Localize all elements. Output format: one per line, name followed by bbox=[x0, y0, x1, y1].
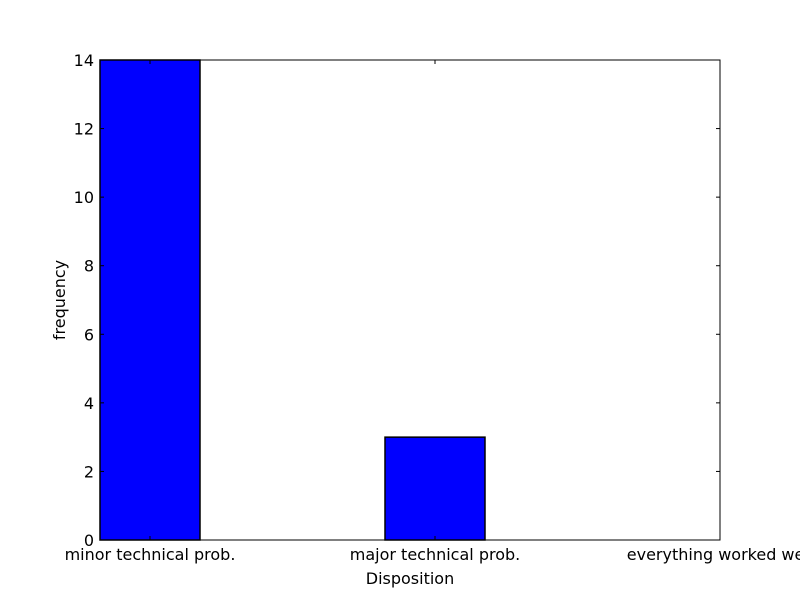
ticks-group bbox=[100, 59, 721, 541]
bar bbox=[384, 436, 486, 541]
y-tick-labels: 0 2 4 6 8 10 12 14 bbox=[74, 51, 94, 550]
y-tick-label: 8 bbox=[84, 257, 94, 276]
y-axis-title: frequency bbox=[50, 260, 69, 340]
x-tick-label: major technical prob. bbox=[350, 545, 520, 564]
x-tick-label: everything worked well bbox=[627, 545, 800, 564]
y-tick-label: 14 bbox=[74, 51, 94, 70]
x-axis-title: Disposition bbox=[366, 569, 454, 588]
y-tick-label: 0 bbox=[84, 531, 94, 550]
bars-group bbox=[99, 59, 486, 541]
y-tick-label: 10 bbox=[74, 188, 94, 207]
x-tick-label: minor technical prob. bbox=[65, 545, 236, 564]
x-tick-labels: minor technical prob. major technical pro… bbox=[65, 545, 800, 564]
plot-frame bbox=[99, 59, 721, 541]
bar bbox=[99, 59, 201, 541]
y-tick-label: 2 bbox=[84, 462, 94, 481]
y-tick-label: 12 bbox=[74, 120, 94, 139]
y-tick-label: 4 bbox=[84, 394, 94, 413]
y-tick-label: 6 bbox=[84, 325, 94, 344]
